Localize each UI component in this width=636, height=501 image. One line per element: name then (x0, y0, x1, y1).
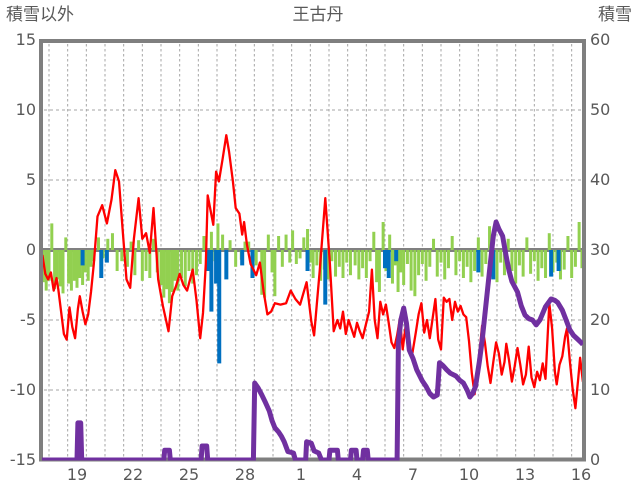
x-axis-tick-label: 25 (178, 465, 200, 484)
left-axis-title: 積雪以外 (6, 5, 74, 25)
x-axis-tick-label: 28 (234, 465, 256, 484)
x-axis-tick-label: 19 (66, 465, 88, 484)
y-axis-right-tick-label: 10 (590, 380, 611, 399)
y-axis-left-tick-label: -15 (9, 450, 36, 469)
y-axis-left-tick-label: 0 (25, 240, 36, 259)
y-axis-right-tick-label: 30 (590, 240, 611, 259)
y-axis-left-tick-label: 10 (15, 100, 36, 119)
y-axis-left-tick-label: -5 (20, 310, 36, 329)
x-axis-tick-label: 16 (570, 465, 592, 484)
x-axis-tick-label: 4 (351, 465, 363, 484)
chart-title: 王古丹 (292, 5, 344, 25)
y-axis-left-tick-label: 5 (25, 170, 36, 189)
y-axis-left-tick-label: -10 (9, 380, 36, 399)
y-axis-right-tick-label: 0 (590, 450, 601, 469)
x-axis-tick-label: 1 (295, 465, 307, 484)
x-axis-tick-label: 22 (122, 465, 144, 484)
right-axis-title: 積雪 (598, 5, 632, 25)
x-axis-tick-label: 7 (407, 465, 419, 484)
y-axis-right-tick-label: 50 (590, 100, 611, 119)
y-axis-right-tick-label: 60 (590, 30, 611, 49)
y-axis-right-tick-label: 20 (590, 310, 611, 329)
y-axis-right-tick-label: 40 (590, 170, 611, 189)
x-axis-tick-label: 10 (458, 465, 480, 484)
x-axis-tick-label: 13 (514, 465, 536, 484)
y-axis-left-tick-label: 15 (15, 30, 36, 49)
